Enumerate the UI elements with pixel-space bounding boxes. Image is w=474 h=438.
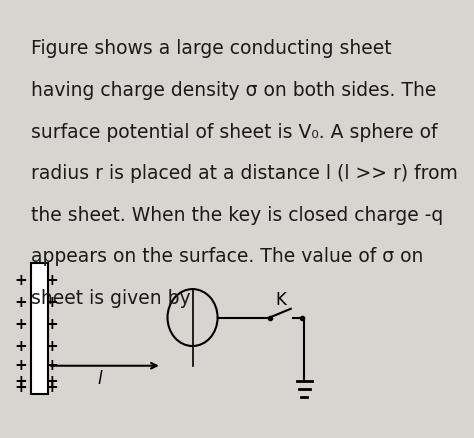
Text: K: K xyxy=(276,291,287,309)
Text: +: + xyxy=(46,358,58,373)
Text: +: + xyxy=(15,339,27,353)
Text: sheet is given by: sheet is given by xyxy=(31,289,191,308)
Text: +: + xyxy=(15,273,27,288)
Text: +: + xyxy=(15,374,27,389)
Text: +: + xyxy=(15,358,27,373)
Text: +: + xyxy=(46,374,58,389)
Text: having charge density σ on both sides. The: having charge density σ on both sides. T… xyxy=(31,81,436,100)
Text: +: + xyxy=(46,380,58,395)
Text: +: + xyxy=(15,380,27,395)
Text: the sheet. When the key is closed charge -q: the sheet. When the key is closed charge… xyxy=(31,206,443,225)
Text: l: l xyxy=(98,370,102,388)
Text: +: + xyxy=(46,317,58,332)
Text: +: + xyxy=(46,273,58,288)
Text: surface potential of sheet is V₀. A sphere of: surface potential of sheet is V₀. A sphe… xyxy=(31,123,438,141)
Text: radius r is placed at a distance l (l >> r) from: radius r is placed at a distance l (l >>… xyxy=(31,164,458,183)
Text: Figure shows a large conducting sheet: Figure shows a large conducting sheet xyxy=(31,39,392,58)
Text: +: + xyxy=(15,317,27,332)
Text: appears on the surface. The value of σ on: appears on the surface. The value of σ o… xyxy=(31,247,423,266)
Text: +: + xyxy=(15,295,27,310)
Text: +: + xyxy=(46,339,58,353)
Bar xyxy=(31,263,48,394)
Text: +: + xyxy=(46,295,58,310)
